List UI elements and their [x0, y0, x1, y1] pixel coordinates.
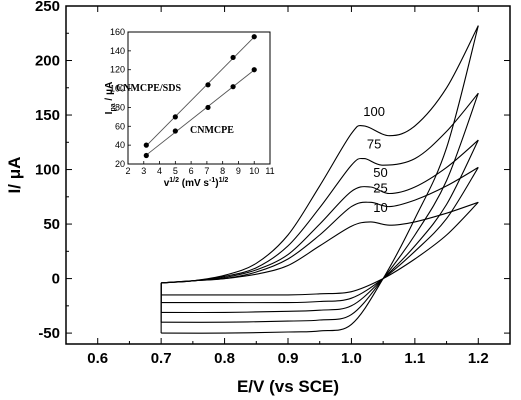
x-tick-label: 0.6: [87, 350, 108, 367]
curve-label-75: 75: [367, 137, 381, 152]
inset-fit-lines: [145, 36, 255, 156]
cv-forward-scan-75: [161, 92, 479, 284]
inset-x-tick-label: 4: [157, 166, 162, 176]
y-tick-label: 150: [35, 107, 60, 124]
curve-label-100: 100: [363, 104, 385, 119]
inset-x-tick-label: 10: [249, 166, 259, 176]
y-tick-label: -50: [38, 325, 60, 342]
y-axis-title: I/ μA: [5, 157, 24, 194]
x-tick-label: 0.7: [151, 350, 172, 367]
inset-point: [143, 152, 149, 159]
x-tick-label: 0.9: [278, 350, 299, 367]
inset-point: [230, 54, 236, 61]
inset-x-tick-label: 3: [141, 166, 146, 176]
x-tick-label: 1.0: [341, 350, 362, 367]
inset-axis-ticks: 2 3 4 5 6 7 8 9 10 11 20 40 60 80 100 120 140 160: [110, 27, 275, 176]
inset-x-tick-label: 7: [204, 166, 209, 176]
y-tick-label: 50: [43, 216, 60, 233]
inset-y-tick-label: 140: [110, 46, 125, 56]
inset-point: [251, 34, 257, 40]
inset-y-axis-title: Ipa / μA: [104, 82, 117, 115]
inset-x-tick-label: 8: [220, 166, 225, 176]
inset-plot-frame: [127, 31, 271, 165]
cv-forward-scan-100: [161, 25, 479, 284]
cv-forward-scan-50: [161, 139, 479, 284]
inset-point: [172, 128, 178, 134]
curve-label-50: 50: [373, 165, 387, 180]
inset-y-tick-label: 80: [115, 102, 125, 112]
inset-series-label-cnmcpe: CNMCPE: [190, 125, 234, 136]
inset-x-tick-label: 6: [189, 166, 194, 176]
y-tick-label: 100: [35, 162, 60, 179]
inset-y-tick-label: 20: [115, 159, 125, 169]
x-axis-title: E/V (vs SCE): [237, 377, 339, 396]
cv-forward-scan-25: [161, 166, 479, 284]
inset-point: [230, 84, 236, 90]
inset-point: [205, 82, 211, 88]
inset-y-tick-label: 60: [115, 121, 125, 131]
inset-fit-line-1: [146, 69, 255, 156]
inset-y-tick-label: 160: [110, 27, 125, 37]
inset-y-tick-label: 40: [115, 140, 125, 150]
inset-series-label-cnmcpe-sds: CNMCPE/SDS: [116, 83, 181, 94]
curve-label-10: 10: [373, 200, 387, 215]
main-curves: [160, 25, 479, 334]
inset-y-tick-label: 100: [110, 84, 125, 94]
inset-x-tick-label: 9: [236, 166, 241, 176]
y-tick-label: 200: [35, 53, 60, 70]
curve-label-25: 25: [373, 180, 387, 195]
inset-point: [143, 142, 149, 148]
inset-points: [143, 34, 257, 159]
cv-reverse-scan-100: [161, 25, 479, 334]
cv-reverse-scan-10: [161, 201, 479, 296]
cv-reverse-scan-50: [161, 139, 479, 314]
y-tick-label: 250: [35, 0, 60, 15]
x-tick-label: 1.2: [468, 350, 489, 367]
inset-x-tick-label: 5: [173, 166, 178, 176]
inset-fit-line-0: [145, 36, 255, 147]
inset-x-tick-label: 2: [125, 166, 130, 176]
y-tick-label: 0: [52, 271, 60, 288]
inset-x-axis-title: v1/2 (mV s-1)1/2: [164, 177, 229, 189]
inset-y-tick-label: 120: [110, 65, 125, 75]
inset-point: [205, 104, 211, 111]
cv-reverse-scan-25: [161, 167, 479, 304]
inset-point: [251, 67, 257, 73]
x-tick-label: 0.8: [214, 350, 235, 367]
cv-reverse-scan-75: [161, 93, 479, 323]
x-tick-label: 1.1: [404, 350, 425, 367]
inset-x-tick-label: 11: [265, 166, 274, 176]
inset-point: [172, 114, 178, 120]
